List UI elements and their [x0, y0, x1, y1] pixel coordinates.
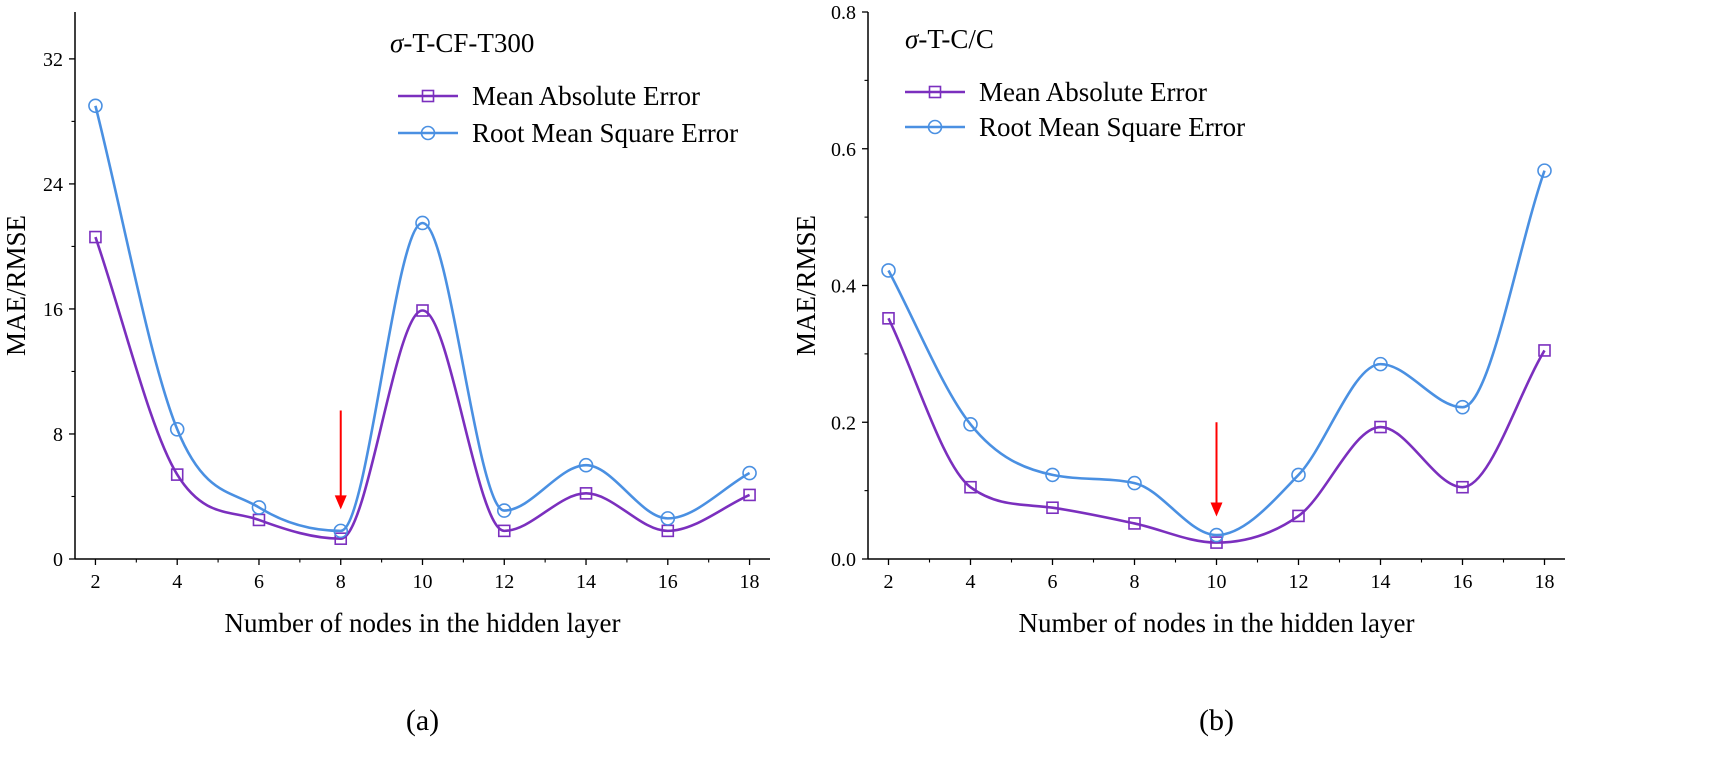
panel-b-red-arrow-head	[1210, 502, 1223, 517]
panel-b-y-tick-label: 0.4	[831, 276, 856, 298]
panel-b-x-axis-title: Number of nodes in the hidden layer	[1019, 608, 1415, 638]
panel-b-series-rmse-point	[1373, 356, 1388, 372]
panel-a-x-tick-label: 8	[336, 571, 346, 593]
panel-a-series-mae-point	[89, 230, 102, 244]
panel-a-y-tick-label: 0	[53, 549, 63, 571]
panel-b-legend-label: Mean Absolute Error	[979, 77, 1207, 107]
panel-a-x-tick-label: 12	[494, 571, 514, 593]
panel-a-series-rmse-point	[88, 98, 103, 114]
panel-b-y-axis-title: MAE/RMSE	[791, 215, 821, 356]
panel-b-y-tick-label: 0.2	[831, 412, 856, 434]
panel-a-x-tick-label: 4	[172, 571, 182, 593]
panel-a-series-mae-point	[579, 487, 593, 500]
panel-b-series-mae-point	[1538, 344, 1551, 357]
panel-b-x-tick-label: 8	[1130, 571, 1140, 593]
panel-b-series-rmse-point	[1455, 399, 1470, 415]
panel-b-series-rmse-point	[963, 417, 978, 432]
panel-b-x-tick-label: 14	[1371, 571, 1391, 593]
panel-b-series-rmse-point	[1045, 467, 1060, 483]
panel-a-series-mae-point	[334, 532, 348, 545]
panel-b-series-mae-point	[1374, 420, 1387, 434]
panel-a-series-rmse-point	[169, 421, 185, 437]
panel-b-y-tick-label: 0.0	[831, 549, 856, 571]
panel-a-series-mae-line	[94, 236, 751, 540]
panel-b-y-tick-label: 0.8	[831, 2, 856, 24]
panel-b-series-rmse-point	[1537, 163, 1552, 178]
panel-b-legend-marker	[927, 119, 943, 135]
panel-a-series-rmse-line	[94, 105, 751, 533]
panel-a-x-tick-label: 10	[413, 571, 433, 593]
panel-a-y-tick-label: 32	[43, 49, 63, 71]
panel-a-plot-title: σ-T-CF-T300	[390, 28, 534, 58]
panel-a-legend-label: Root Mean Square Error	[472, 118, 738, 148]
panel-a-legend-label: Mean Absolute Error	[472, 81, 700, 111]
panel-a-y-axis-title: MAE/RMSE	[1, 215, 31, 356]
panel-a-y-tick-label: 16	[43, 299, 63, 321]
panel-b-y-tick-label: 0.6	[831, 139, 856, 161]
panel-b-series-rmse-point	[1291, 467, 1306, 483]
panel-a-red-arrow-head	[334, 495, 347, 510]
panel-a-x-tick-label: 2	[90, 571, 100, 593]
panel-b-series-rmse-point	[1209, 527, 1224, 543]
panel-b-x-tick-label: 6	[1048, 571, 1058, 593]
panel-a-series-mae-point	[416, 304, 429, 317]
panel-b-series-rmse-point	[1127, 475, 1142, 491]
panel-a-series-mae-point	[170, 468, 184, 481]
panel-a-series-mae-point	[497, 524, 511, 538]
panel-b-plot-title: σ-T-C/C	[905, 24, 994, 54]
panel-b-chart: 2 4 6 8 10 12 14 16 18 0.0 0.2 0.4 0.6 0.8 Number of n…	[791, 2, 1565, 737]
panel-a-series-rmse-point	[742, 465, 757, 481]
panel-b-series-mae-point	[1128, 517, 1141, 530]
panel-b-series-rmse-point	[881, 263, 896, 278]
panel-a-x-tick-label: 18	[740, 571, 760, 593]
panel-a-x-axis-title: Number of nodes in the hidden layer	[225, 608, 621, 638]
panel-a-series-rmse-point	[333, 523, 349, 539]
panel-a-panel-label: (a)	[406, 704, 439, 737]
panel-b-series-mae-point	[1046, 501, 1059, 515]
panel-a-series-rmse-point	[578, 457, 594, 473]
panel-b-series-mae-point	[882, 312, 895, 325]
panel-b-series-mae-point	[1456, 480, 1469, 494]
panel-a-series-rmse-point	[415, 215, 430, 231]
panel-a-y-tick-label: 24	[43, 174, 63, 196]
panel-a-legend-marker	[420, 125, 436, 141]
panel-a-series-rmse-point	[251, 500, 267, 515]
panel-b-legend-marker	[928, 85, 942, 99]
panel-a-x-tick-label: 14	[576, 571, 596, 593]
panel-a-x-tick-label: 16	[658, 571, 678, 593]
panel-b-x-tick-label: 18	[1535, 571, 1555, 593]
panel-a-series-rmse-point	[660, 511, 676, 526]
panel-b-x-tick-label: 2	[884, 571, 894, 593]
panel-b-series-mae-point	[1210, 536, 1223, 549]
panel-b-series-rmse-line	[887, 170, 1546, 537]
panel-a-series-mae-point	[743, 488, 756, 502]
panel-a-x-tick-label: 6	[254, 571, 264, 593]
panel-b-x-tick-label: 10	[1207, 571, 1227, 593]
panel-b-x-tick-label: 4	[966, 571, 976, 593]
panel-b-series-mae-point	[964, 480, 977, 494]
panel-b-panel-label: (b)	[1199, 704, 1234, 737]
panel-b-legend-label: Root Mean Square Error	[979, 112, 1245, 142]
panel-a-series-rmse-point	[496, 503, 512, 518]
panel-b-x-tick-label: 12	[1289, 571, 1309, 593]
panel-a-y-tick-label: 8	[53, 424, 63, 446]
panel-b-series-mae-point	[1292, 509, 1305, 523]
panel-b-x-tick-label: 16	[1453, 571, 1473, 593]
panel-a-legend-marker	[421, 89, 435, 103]
